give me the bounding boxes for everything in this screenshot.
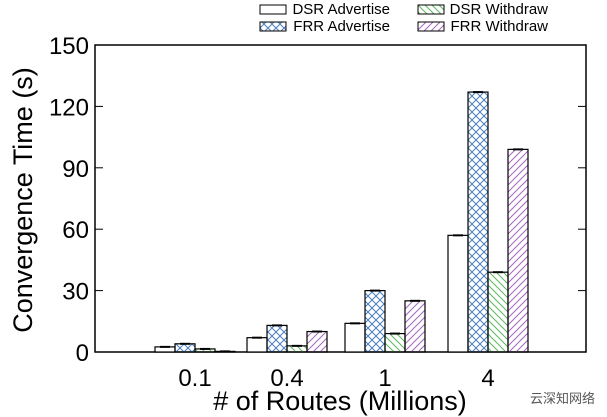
bar-frr-advertise bbox=[266, 324, 288, 353]
bar-dsr-advertise bbox=[344, 322, 366, 353]
legend-label: DSR Advertise bbox=[292, 1, 390, 18]
y-tick-label: 0 bbox=[76, 340, 89, 367]
legend-label: DSR Withdraw bbox=[450, 1, 549, 18]
bar-frr-withdraw bbox=[507, 148, 529, 353]
x-tick-label: 4 bbox=[481, 365, 494, 392]
bar-dsr-advertise bbox=[447, 234, 469, 353]
plot-frame bbox=[94, 44, 587, 353]
y-tick-label: 150 bbox=[49, 33, 89, 60]
bar-frr-advertise bbox=[174, 343, 196, 353]
x-axis-label: # of Routes (Millions) bbox=[213, 386, 467, 416]
legend-swatch bbox=[417, 4, 445, 15]
x-tick-label: 0.1 bbox=[178, 365, 211, 392]
y-tick-label: 120 bbox=[49, 94, 89, 121]
y-tick-label: 30 bbox=[62, 279, 89, 306]
bar-dsr-withdraw bbox=[384, 332, 406, 353]
bar-dsr-withdraw bbox=[487, 271, 509, 353]
legend-swatch bbox=[417, 21, 445, 32]
y-tick-label: 60 bbox=[62, 217, 89, 244]
legend-label: FRR Withdraw bbox=[450, 18, 548, 35]
bar-dsr-advertise bbox=[246, 337, 268, 353]
bar-frr-advertise bbox=[364, 290, 386, 353]
legend-label: FRR Advertise bbox=[293, 18, 390, 35]
x-tick-label: 0.4 bbox=[270, 365, 303, 392]
bar-frr-withdraw bbox=[404, 300, 426, 353]
x-tick-label: 1 bbox=[378, 365, 391, 392]
y-tick-label: 90 bbox=[62, 156, 89, 183]
y-axis-label: Convergence Time (s) bbox=[8, 67, 38, 333]
bar-frr-withdraw bbox=[306, 330, 328, 353]
legend-swatch bbox=[259, 4, 287, 15]
legend-swatch bbox=[259, 21, 287, 32]
watermark: 云深知网络 bbox=[529, 392, 595, 407]
bar-frr-advertise bbox=[467, 91, 489, 353]
